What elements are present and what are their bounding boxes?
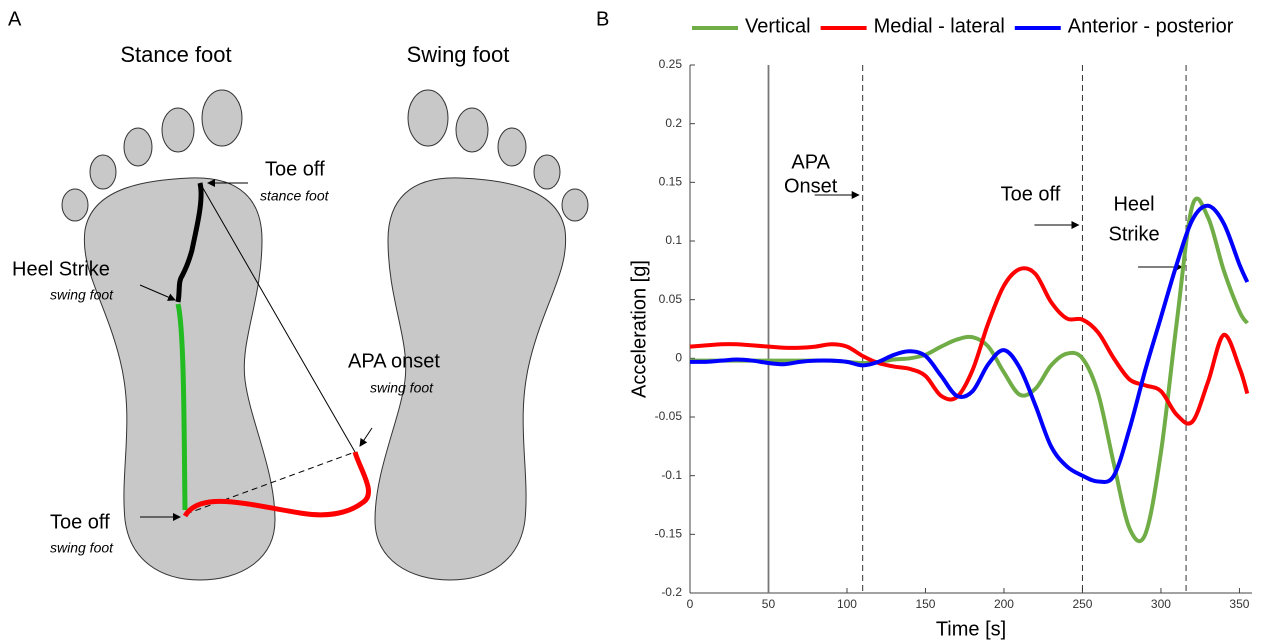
x-tick-label: 50 [762, 597, 776, 611]
x-tick-label: 100 [837, 597, 857, 611]
figure: A Stance foot Swing foot Toe off st [0, 0, 1286, 644]
event-foot: stance foot [260, 188, 330, 204]
swing-foot [375, 90, 588, 580]
arrow [360, 428, 372, 446]
x-tick-label: 200 [994, 597, 1014, 611]
panel-b: B -0.2 -0.15 -0.1 -0.05 0 0.05 0.1 0.15 0.2 0.25 0… [596, 8, 1252, 640]
event-label: APA onset [348, 350, 440, 372]
y-tick-label: 0.15 [659, 175, 683, 189]
y-tick-label: -0.2 [661, 585, 682, 599]
foot-title: Stance foot [120, 42, 231, 67]
x-axis-label: Time [s] [936, 618, 1006, 640]
panel-label: A [8, 8, 22, 30]
x-tick-label: 350 [1229, 597, 1249, 611]
x-tick-label: 0 [687, 597, 694, 611]
legend-label: Vertical [745, 15, 811, 37]
event-label: Heel [1113, 193, 1154, 215]
y-tick-label: -0.15 [655, 527, 683, 541]
event-label: Heel Strike [12, 258, 110, 280]
y-tick-label: 0.1 [665, 233, 682, 247]
y-tick-label: 0.25 [659, 57, 683, 71]
y-tick-label: -0.05 [655, 409, 683, 423]
event-label: Onset [784, 175, 838, 197]
foot-title: Swing foot [407, 42, 510, 67]
y-tick-label: 0 [675, 351, 682, 365]
y-axis-label: Acceleration [g] [628, 260, 650, 398]
x-tick-label: 250 [1072, 597, 1092, 611]
y-tick-label: 0.05 [659, 292, 683, 306]
panel-label: B [596, 8, 609, 30]
event-label: Toe off [1001, 183, 1061, 205]
event-foot: swing foot [50, 540, 114, 556]
x-tick-label: 300 [1151, 597, 1171, 611]
y-tick-label: -0.1 [661, 468, 682, 482]
series-line [690, 199, 1247, 542]
panel-a: A Stance foot Swing foot Toe off st [8, 8, 588, 580]
stance-foot [62, 90, 275, 580]
legend-label: Medial - lateral [874, 15, 1005, 37]
y-tick-label: 0.2 [665, 116, 682, 130]
event-label: Toe off [50, 511, 110, 533]
event-label: APA [791, 151, 830, 173]
event-label: Toe off [265, 158, 325, 180]
event-label: Strike [1109, 223, 1160, 245]
event-foot: swing foot [50, 287, 114, 303]
series-line [690, 268, 1247, 423]
legend-label: Anterior - posterior [1068, 15, 1234, 37]
event-foot: swing foot [370, 380, 434, 396]
x-tick-label: 150 [915, 597, 935, 611]
